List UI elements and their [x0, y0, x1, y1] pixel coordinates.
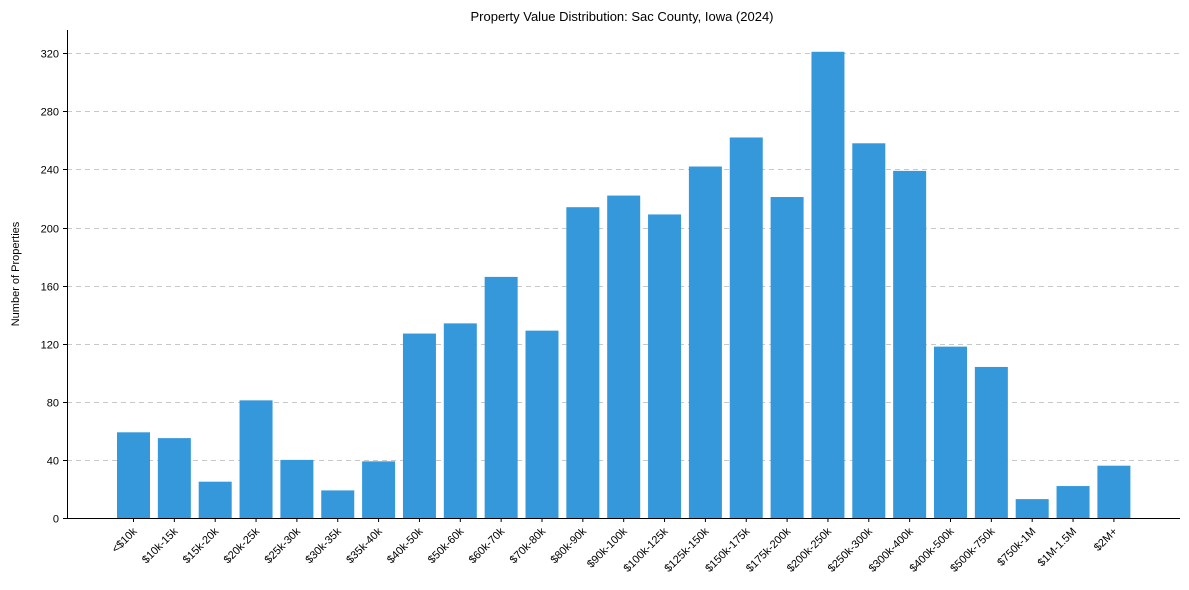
bar-1 [157, 438, 191, 518]
x-tick-label: <$10k [110, 525, 140, 555]
x-tick-label: $40k-50k [385, 525, 426, 566]
y-tick-label: 200 [41, 224, 59, 236]
bars [117, 51, 1131, 519]
bar-5 [321, 490, 355, 518]
y-tick-label: 40 [47, 456, 59, 468]
x-ticks: <$10k $10k-15k $15k-20k $20k-25k $25k-30k $30… [110, 518, 1120, 575]
bar-3 [239, 400, 273, 518]
x-tick-label: $60k-70k [467, 525, 508, 566]
bar-10 [525, 330, 559, 518]
bar-18 [852, 143, 886, 519]
bar-24 [1097, 465, 1131, 518]
bar-12 [607, 195, 641, 518]
bar-23 [1056, 486, 1090, 518]
y-axis-label: Number of Properties [10, 221, 22, 326]
x-tick-label: $30k-35k [303, 525, 344, 566]
bar-22 [1015, 499, 1049, 518]
bar-19 [893, 170, 927, 518]
bar-6 [362, 461, 396, 518]
x-tick-label: $35k-40k [344, 525, 385, 566]
y-tick-label: 120 [41, 340, 59, 352]
x-tick-label: $70k-80k [508, 525, 549, 566]
y-tick-label: 280 [41, 107, 59, 119]
bar-4 [280, 459, 314, 518]
x-tick-label: $10k-15k [140, 525, 181, 566]
bar-8 [443, 323, 477, 518]
bar-2 [198, 481, 232, 518]
bar-0 [117, 432, 150, 518]
x-tick-label: $80k-90k [548, 525, 589, 566]
bar-11 [566, 207, 600, 518]
x-tick-label: $2M+ [1092, 526, 1120, 554]
x-tick-label: $750k-1M [995, 526, 1038, 569]
x-tick-label: $25k-30k [263, 525, 304, 566]
x-tick-label: $50k-60k [426, 525, 467, 566]
y-tick-label: 0 [53, 514, 59, 526]
chart-title: Property Value Distribution: Sac County,… [471, 9, 774, 24]
x-tick-label: $15k-20k [181, 525, 222, 566]
x-tick-label: $500k-750k [948, 525, 997, 574]
bar-21 [974, 366, 1008, 518]
x-tick-label: $1M-1.5M [1036, 526, 1080, 570]
bar-17 [811, 51, 845, 518]
bar-15 [729, 137, 763, 519]
y-tick-label: 320 [41, 49, 59, 61]
bar-9 [484, 276, 518, 518]
bar-20 [934, 346, 967, 518]
bar-13 [648, 214, 682, 518]
bar-7 [402, 333, 436, 518]
y-tick-label: 240 [41, 165, 59, 177]
bar-14 [688, 166, 722, 518]
y-ticks: 0 40 80 120 160 200 240 280 320 [41, 49, 67, 526]
bar-16 [770, 197, 804, 518]
x-tick-label: $20k-25k [222, 525, 263, 566]
y-tick-label: 80 [47, 398, 59, 410]
y-tick-label: 160 [41, 282, 59, 294]
